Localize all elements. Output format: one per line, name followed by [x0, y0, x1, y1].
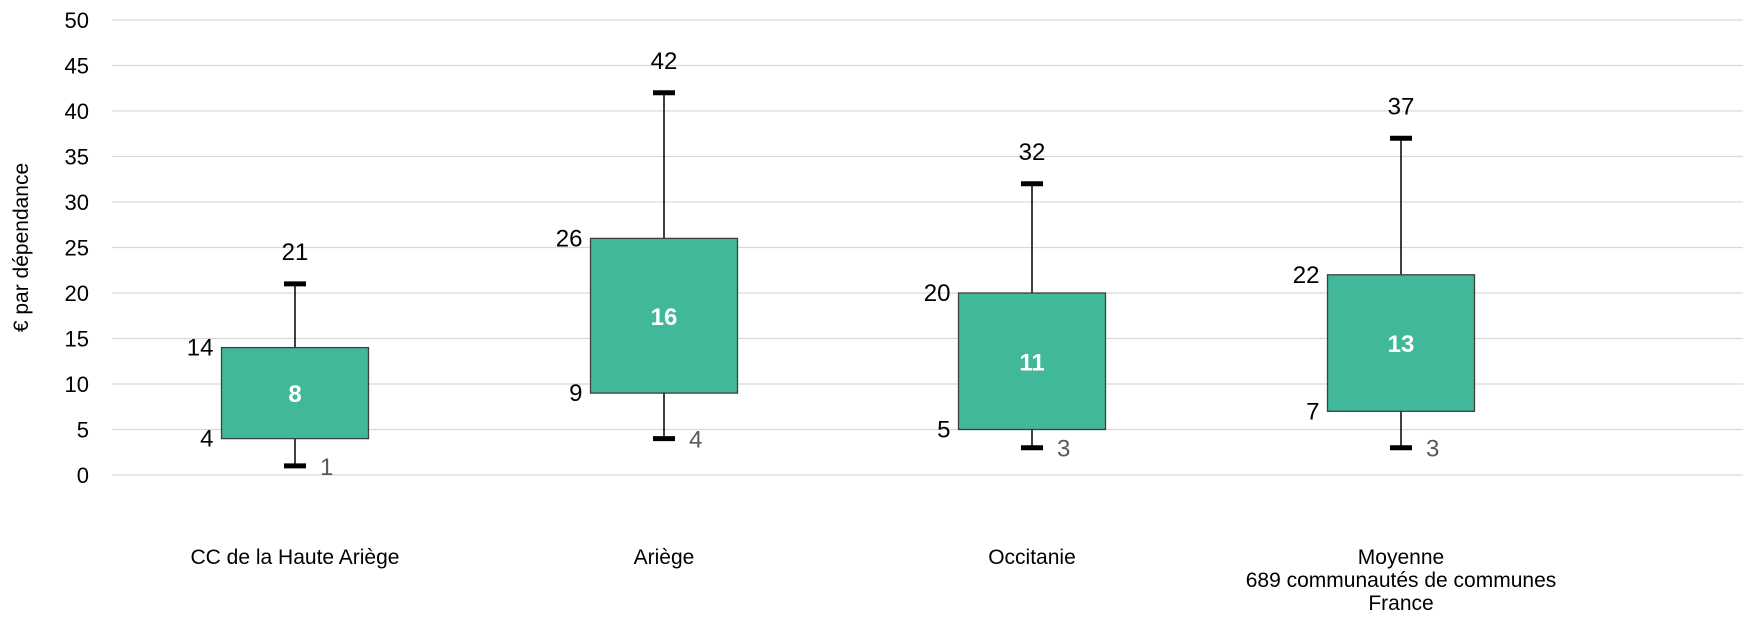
max-label: 42: [651, 48, 678, 75]
category-label: CC de la Haute Ariège: [191, 546, 400, 569]
gridlines: [112, 19, 1743, 476]
category-label: Occitanie: [988, 546, 1076, 569]
category-label: Moyenne 689 communautés de communes France: [1246, 546, 1557, 615]
box-group: 21 14 4 8 1: [187, 239, 370, 481]
max-label: 32: [1019, 139, 1046, 166]
y-tick-label: 0: [77, 463, 89, 488]
y-tick-label: 15: [65, 327, 89, 352]
y-tick-label: 20: [65, 281, 89, 306]
iqr-box: [1326, 274, 1476, 412]
y-tick-label: 5: [77, 418, 89, 443]
box-group: 37 22 7 13 3: [1293, 93, 1476, 463]
q3-label: 26: [556, 225, 583, 252]
q3-label: 20: [924, 280, 951, 307]
y-tick-label: 35: [65, 145, 89, 170]
category-label-line: 689 communautés de communes: [1246, 569, 1557, 592]
median-label: 13: [1388, 331, 1415, 358]
q1-label: 5: [937, 417, 950, 444]
min-label: 3: [1057, 436, 1070, 463]
y-tick-label: 10: [65, 372, 89, 397]
y-tick-label: 50: [65, 8, 89, 33]
iqr-box: [589, 237, 739, 394]
category-label-line: CC de la Haute Ariège: [191, 546, 400, 569]
y-tick-label: 25: [65, 236, 89, 261]
q1-label: 7: [1306, 398, 1319, 425]
q3-label: 14: [187, 335, 214, 362]
box-group: 42 26 9 16 4: [556, 48, 739, 454]
median-label: 11: [1019, 349, 1044, 376]
median-label: 8: [288, 381, 301, 408]
category-label: Ariège: [634, 546, 695, 569]
category-label-line: Ariège: [634, 546, 695, 569]
median-label: 16: [651, 304, 678, 331]
y-tick-label: 40: [65, 99, 89, 124]
min-label: 3: [1426, 436, 1439, 463]
category-label-line: Moyenne: [1358, 546, 1444, 569]
q1-label: 9: [569, 380, 582, 407]
max-label: 37: [1388, 93, 1415, 120]
y-axis-ticks: 0 5 10 15 20 25 30 35 40 45 50: [65, 8, 89, 488]
category-label-line: Occitanie: [988, 546, 1076, 569]
iqr-box: [957, 292, 1107, 431]
y-axis-title: € par dépendance: [10, 163, 33, 332]
y-tick-label: 30: [65, 190, 89, 215]
box-group: 32 20 5 11 3: [924, 139, 1107, 463]
boxes: 21 14 4 8 1 42 26 9 16 4 32 20 5 11 3 37 22 7 13 3: [187, 48, 1476, 481]
min-label: 1: [320, 454, 333, 481]
x-axis-categories: CC de la Haute Ariège Ariège Occitanie Moye…: [191, 546, 1557, 615]
q3-label: 22: [1293, 262, 1320, 289]
category-label-line: France: [1368, 592, 1433, 615]
iqr-box: [220, 346, 370, 440]
q1-label: 4: [200, 426, 213, 453]
max-label: 21: [282, 239, 309, 266]
min-label: 4: [689, 427, 702, 454]
y-tick-label: 45: [65, 54, 89, 79]
